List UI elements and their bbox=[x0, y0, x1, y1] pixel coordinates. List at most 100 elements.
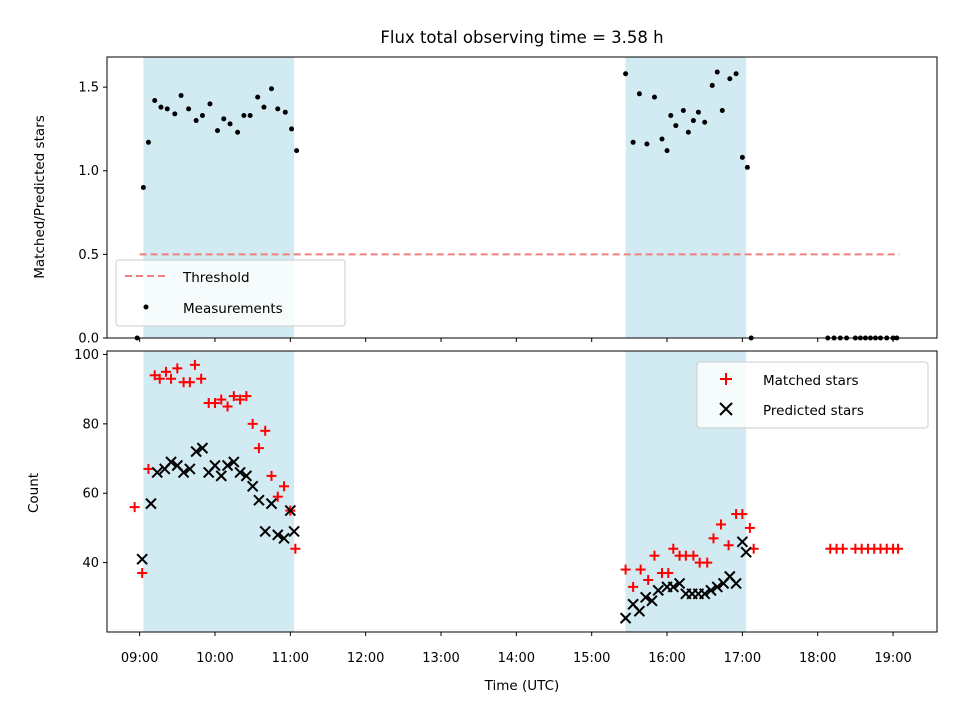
measurement-point bbox=[172, 111, 178, 117]
matched-stars-legend-marker bbox=[720, 373, 732, 385]
measurement-point bbox=[630, 139, 636, 145]
matched-stars-point bbox=[241, 391, 252, 402]
bottom-panel-points bbox=[129, 359, 904, 624]
predicted-stars-point bbox=[145, 497, 157, 510]
predicted-stars-point bbox=[228, 456, 240, 468]
x-stroke-b bbox=[673, 577, 686, 590]
measurement-point bbox=[685, 129, 691, 135]
matched-stars-point bbox=[184, 377, 195, 388]
x-tick-label: 19:00 bbox=[874, 651, 911, 666]
matched-stars-point bbox=[279, 481, 290, 492]
predicted-stars-point bbox=[265, 497, 278, 510]
predicted-stars-point bbox=[740, 546, 752, 558]
matched-stars-point bbox=[235, 394, 246, 405]
matched-stars-point bbox=[737, 509, 748, 520]
measurement-point bbox=[714, 69, 720, 75]
x-stroke-b bbox=[240, 470, 253, 482]
matched-stars-point bbox=[228, 391, 239, 402]
matched-stars-point bbox=[166, 373, 177, 384]
bottom-panel-y-axis-label: Count bbox=[26, 473, 42, 513]
predicted-stars-point bbox=[667, 581, 680, 593]
measurement-point bbox=[680, 108, 686, 114]
measurement-point bbox=[199, 113, 205, 119]
matched-stars-point bbox=[149, 370, 160, 381]
x-tick-label: 11:00 bbox=[272, 651, 309, 666]
y-tick-label: 1.5 bbox=[78, 81, 99, 96]
measurement-point bbox=[193, 118, 199, 124]
x-tick-label: 14:00 bbox=[498, 651, 535, 666]
matched-stars-point bbox=[290, 543, 301, 554]
matched-stars-point bbox=[628, 581, 639, 592]
predicted-stars-point bbox=[246, 480, 259, 493]
x-stroke-b bbox=[278, 532, 290, 545]
x-stroke-b bbox=[151, 466, 163, 479]
measurement-point bbox=[255, 94, 261, 100]
measurement-point bbox=[651, 94, 657, 100]
measurements-legend-marker bbox=[143, 304, 149, 310]
x-stroke-b bbox=[246, 480, 259, 493]
x-stroke-b bbox=[711, 581, 723, 593]
matched-stars-point bbox=[196, 373, 207, 384]
predicted-stars-point bbox=[151, 466, 163, 479]
predicted-stars-point bbox=[177, 466, 190, 479]
x-tick-label: 16:00 bbox=[648, 651, 685, 666]
x-stroke-b bbox=[619, 612, 632, 624]
threshold-legend-label: Threshold bbox=[182, 270, 250, 286]
x-tick-label: 09:00 bbox=[121, 651, 158, 666]
predicted-stars-point bbox=[221, 459, 234, 472]
x-tick-label: 18:00 bbox=[799, 651, 836, 666]
measurement-point bbox=[690, 118, 696, 124]
x-stroke-b bbox=[177, 466, 190, 479]
matched-stars-point bbox=[702, 557, 713, 568]
x-stroke-b bbox=[234, 466, 246, 479]
x-stroke-b bbox=[730, 577, 742, 590]
top-panel-legend: Threshold Measurements bbox=[115, 259, 346, 327]
predicted-stars-point bbox=[272, 529, 284, 541]
x-tick-label: 17:00 bbox=[724, 651, 761, 666]
top-panel-y-ticks: 0.0 0.5 1.0 1.5 bbox=[78, 81, 107, 347]
x-stroke-b bbox=[698, 588, 711, 600]
measurement-point bbox=[623, 71, 629, 77]
measurement-point bbox=[659, 136, 665, 142]
predicted-stars-point bbox=[652, 584, 664, 597]
measurement-point bbox=[275, 106, 281, 112]
x-tick-label: 12:00 bbox=[347, 651, 384, 666]
y-tick-label: 40 bbox=[82, 556, 99, 571]
y-tick-label: 0.5 bbox=[78, 248, 99, 263]
measurement-point bbox=[235, 129, 241, 135]
measurement-point bbox=[719, 108, 725, 114]
matched-stars-point bbox=[837, 543, 848, 554]
matched-stars-point bbox=[620, 564, 631, 575]
matched-stars-point bbox=[688, 550, 699, 561]
x-stroke-b bbox=[627, 598, 639, 610]
x-stroke-b bbox=[705, 584, 717, 597]
matched-stars-point bbox=[209, 398, 220, 409]
y-tick-label: 100 bbox=[74, 348, 99, 363]
bottom-panel-x-ticks: 09:00 10:00 11:00 12:00 13:00 14:00 15:00 16:00… bbox=[121, 632, 912, 666]
matched-stars-point bbox=[143, 463, 154, 474]
measurement-point bbox=[673, 123, 679, 129]
predicted-stars-point bbox=[639, 591, 652, 604]
measurement-point bbox=[744, 164, 750, 170]
measurement-point bbox=[247, 113, 253, 119]
predicted-stars-point bbox=[184, 463, 196, 475]
x-stroke-b bbox=[736, 536, 749, 548]
matched-stars-point bbox=[189, 359, 200, 370]
matched-stars-point bbox=[708, 533, 719, 544]
x-stroke-b bbox=[165, 456, 177, 468]
x-stroke-b bbox=[639, 591, 652, 604]
x-stroke-b bbox=[184, 463, 196, 475]
x-stroke-b bbox=[196, 442, 209, 454]
matched-stars-point bbox=[137, 568, 148, 579]
x-tick-label: 15:00 bbox=[573, 651, 610, 666]
matched-stars-point bbox=[893, 543, 904, 554]
measurement-point bbox=[178, 92, 184, 98]
top-panel-x-ticks bbox=[139, 338, 894, 342]
matched-stars-point bbox=[272, 491, 283, 502]
measurement-point bbox=[709, 82, 715, 88]
x-stroke-b bbox=[209, 459, 221, 472]
bottom-panel-legend: Matched stars Predicted stars bbox=[696, 361, 929, 429]
x-stroke-b bbox=[145, 497, 157, 510]
bottom-panel: 09:00 10:00 11:00 12:00 13:00 14:00 15:00 16:00… bbox=[26, 348, 938, 694]
matched-stars-point bbox=[222, 401, 233, 412]
